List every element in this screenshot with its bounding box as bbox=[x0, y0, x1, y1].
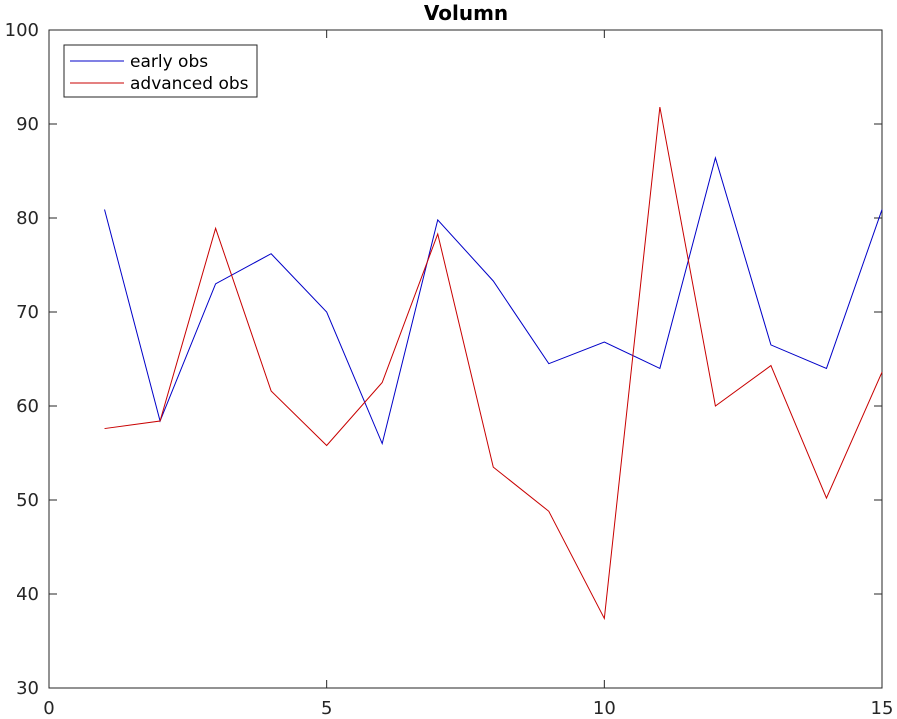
legend-label-advanced-obs: advanced obs bbox=[130, 74, 249, 94]
series-line-early-obs bbox=[104, 155, 883, 446]
y-tick-label: 40 bbox=[16, 584, 39, 605]
x-tick-label: 15 bbox=[871, 698, 894, 719]
plot-area: 0 5 10 15 30 40 50 60 70 80 90 100 bbox=[5, 20, 894, 719]
series-line-advanced-obs bbox=[104, 106, 883, 621]
chart-title: Volumn bbox=[424, 1, 508, 25]
legend-label-early-obs: early obs bbox=[130, 52, 208, 72]
x-tick-label: 5 bbox=[321, 698, 332, 719]
y-tick-label: 90 bbox=[16, 114, 39, 135]
y-tick-label: 100 bbox=[5, 20, 39, 41]
y-tick-label: 70 bbox=[16, 302, 39, 323]
y-tick-label: 60 bbox=[16, 396, 39, 417]
x-tick-label: 10 bbox=[593, 698, 616, 719]
y-tick-label: 50 bbox=[16, 490, 39, 511]
axes-box bbox=[48, 29, 883, 689]
x-tick-label: 0 bbox=[43, 698, 54, 719]
y-tick-label: 80 bbox=[16, 208, 39, 229]
legend-box bbox=[63, 44, 258, 98]
y-tick-label: 30 bbox=[16, 678, 39, 699]
